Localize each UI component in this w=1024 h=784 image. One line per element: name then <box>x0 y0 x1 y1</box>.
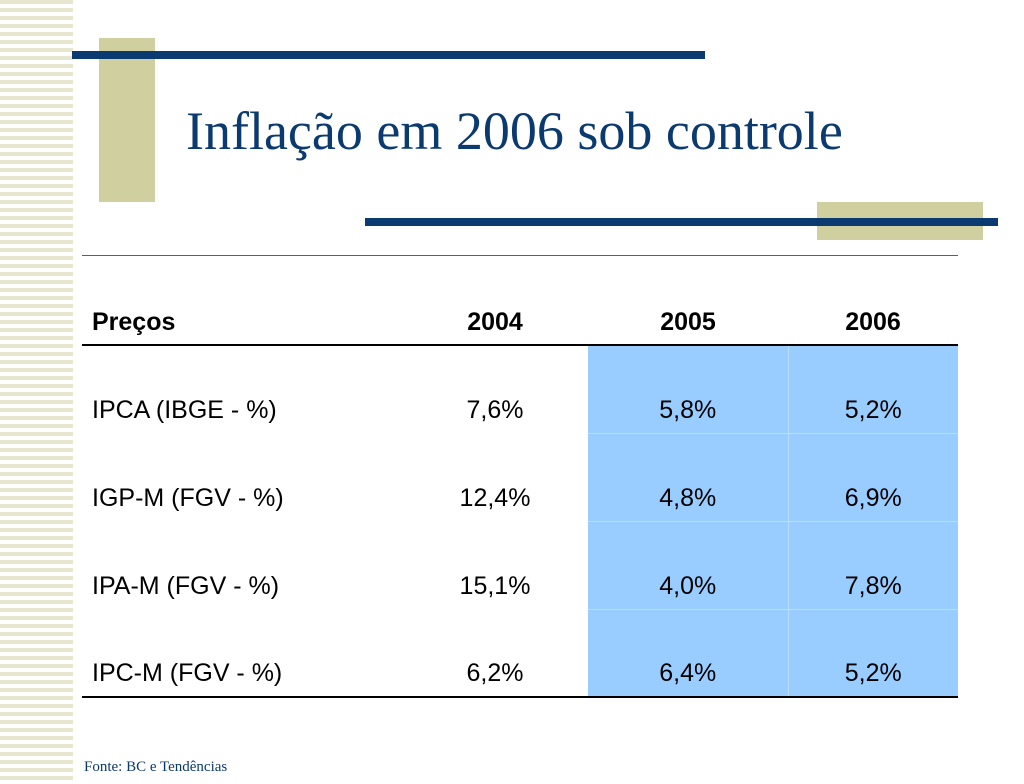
value-2004: 6,2% <box>466 659 524 687</box>
value-2005: 4,8% <box>588 433 789 522</box>
value-2004: 15,1% <box>459 572 531 600</box>
value-2004: 7,6% <box>466 396 524 424</box>
striped-margin-decoration <box>0 0 73 784</box>
row-label: IPC-M (FGV - %) <box>92 659 283 687</box>
table-header-row: Preços 2004 2005 2006 <box>82 300 958 345</box>
row-label: IPA-M (FGV - %) <box>92 572 280 600</box>
value-2004: 12,4% <box>459 484 531 512</box>
source-note: Fonte: BC e Tendências <box>84 759 228 775</box>
table-row: IGP-M (FGV - %) 12,4% 4,8% 6,9% <box>82 433 958 522</box>
table-top-rule <box>82 255 958 256</box>
column-header-precos: Preços <box>92 307 176 336</box>
value-2006: 7,8% <box>788 521 958 610</box>
title-top-bar <box>72 51 705 59</box>
title-bottom-bar <box>365 218 998 226</box>
column-header-2004: 2004 <box>467 307 523 336</box>
row-label: IGP-M (FGV - %) <box>92 484 284 512</box>
value-2005: 6,4% <box>588 609 789 697</box>
value-2005: 5,8% <box>588 345 789 434</box>
column-header-2006: 2006 <box>845 307 901 336</box>
column-header-2005: 2005 <box>660 307 716 336</box>
table-row: IPC-M (FGV - %) 6,2% 6,4% 5,2% <box>82 609 958 697</box>
row-label: IPCA (IBGE - %) <box>92 396 277 424</box>
slide-title: Inflação em 2006 sob controle <box>186 101 843 161</box>
value-2006: 6,9% <box>788 433 958 522</box>
table-row: IPCA (IBGE - %) 7,6% 5,8% 5,2% <box>82 345 958 434</box>
title-accent-block <box>99 38 155 202</box>
inflation-table: Preços 2004 2005 2006 IPCA (IBGE - %) 7,… <box>82 300 958 698</box>
value-2006: 5,2% <box>788 345 958 434</box>
table-row: IPA-M (FGV - %) 15,1% 4,0% 7,8% <box>82 521 958 610</box>
value-2005: 4,0% <box>588 521 789 610</box>
value-2006: 5,2% <box>788 609 958 697</box>
